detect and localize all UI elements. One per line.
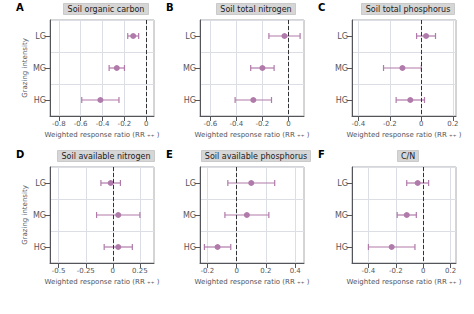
svg-text:0: 0 xyxy=(286,120,290,128)
svg-text:-0.4: -0.4 xyxy=(230,120,244,128)
svg-text:HG: HG xyxy=(34,243,46,252)
svg-text:MG: MG xyxy=(33,211,46,220)
svg-text:-0.4: -0.4 xyxy=(362,267,376,275)
svg-text:Grazing intensity: Grazing intensity xyxy=(21,38,29,98)
svg-text:F: F xyxy=(318,149,325,160)
svg-text:MG: MG xyxy=(335,211,348,220)
svg-text:MG: MG xyxy=(183,64,196,73)
svg-text:0.25: 0.25 xyxy=(132,267,148,275)
svg-text:Soil total nitrogen: Soil total nitrogen xyxy=(220,5,291,14)
svg-text:LG: LG xyxy=(35,32,46,41)
svg-text:MG: MG xyxy=(335,64,348,73)
svg-text:0: 0 xyxy=(234,267,238,275)
svg-text:0: 0 xyxy=(111,267,115,275)
svg-text:-0.4: -0.4 xyxy=(96,120,110,128)
svg-text:-0.5: -0.5 xyxy=(52,267,66,275)
svg-text:HG: HG xyxy=(336,96,348,105)
svg-text:Weighted response ratio (RR ₊₊: Weighted response ratio (RR ₊₊ ) xyxy=(195,278,310,286)
svg-text:C/N: C/N xyxy=(401,152,415,161)
svg-text:-0.2: -0.2 xyxy=(118,120,132,128)
svg-text:0.2: 0.2 xyxy=(260,267,271,275)
svg-text:-0.2: -0.2 xyxy=(383,120,397,128)
svg-text:MG: MG xyxy=(33,64,46,73)
svg-text:0.2: 0.2 xyxy=(447,120,458,128)
svg-text:C: C xyxy=(318,2,325,13)
svg-text:D: D xyxy=(16,149,24,160)
svg-text:-0.2: -0.2 xyxy=(200,267,214,275)
svg-text:LG: LG xyxy=(35,179,46,188)
svg-text:-0.6: -0.6 xyxy=(204,120,218,128)
svg-text:E: E xyxy=(166,149,173,160)
svg-text:LG: LG xyxy=(337,32,348,41)
svg-text:-0.6: -0.6 xyxy=(74,120,88,128)
svg-text:LG: LG xyxy=(185,32,196,41)
svg-text:Weighted response ratio (RR ₊₊: Weighted response ratio (RR ₊₊ ) xyxy=(347,278,462,286)
svg-text:0: 0 xyxy=(419,120,423,128)
svg-text:MG: MG xyxy=(183,211,196,220)
svg-text:-0.4: -0.4 xyxy=(351,120,365,128)
svg-text:HG: HG xyxy=(34,96,46,105)
svg-text:B: B xyxy=(166,2,174,13)
svg-text:HG: HG xyxy=(336,243,348,252)
svg-text:Soil available nitrogen: Soil available nitrogen xyxy=(61,152,150,161)
svg-text:Soil organic carbon: Soil organic carbon xyxy=(68,5,145,14)
svg-text:Weighted response ratio (RR ₊₊: Weighted response ratio (RR ₊₊ ) xyxy=(45,131,160,139)
svg-text:LG: LG xyxy=(185,179,196,188)
svg-text:HG: HG xyxy=(184,243,196,252)
svg-text:0: 0 xyxy=(421,267,425,275)
svg-text:0.2: 0.2 xyxy=(445,267,456,275)
svg-text:Weighted response ratio (RR ₊₊: Weighted response ratio (RR ₊₊ ) xyxy=(347,131,462,139)
svg-text:Soil available phosphorus: Soil available phosphorus xyxy=(205,152,307,161)
svg-text:HG: HG xyxy=(184,96,196,105)
svg-text:Weighted response ratio (RR ₊₊: Weighted response ratio (RR ₊₊ ) xyxy=(45,278,160,286)
svg-text:-0.8: -0.8 xyxy=(52,120,66,128)
svg-text:A: A xyxy=(16,2,24,13)
svg-text:0.4: 0.4 xyxy=(290,267,302,275)
svg-text:-0.2: -0.2 xyxy=(389,267,403,275)
svg-text:-0.25: -0.25 xyxy=(77,267,95,275)
svg-text:Soil total phosphorus: Soil total phosphorus xyxy=(366,5,451,14)
svg-text:Weighted response ratio (RR ₊₊: Weighted response ratio (RR ₊₊ ) xyxy=(195,131,310,139)
svg-text:LG: LG xyxy=(337,179,348,188)
svg-text:-0.2: -0.2 xyxy=(256,120,270,128)
svg-text:0: 0 xyxy=(144,120,148,128)
svg-text:Grazing intensity: Grazing intensity xyxy=(21,185,29,245)
